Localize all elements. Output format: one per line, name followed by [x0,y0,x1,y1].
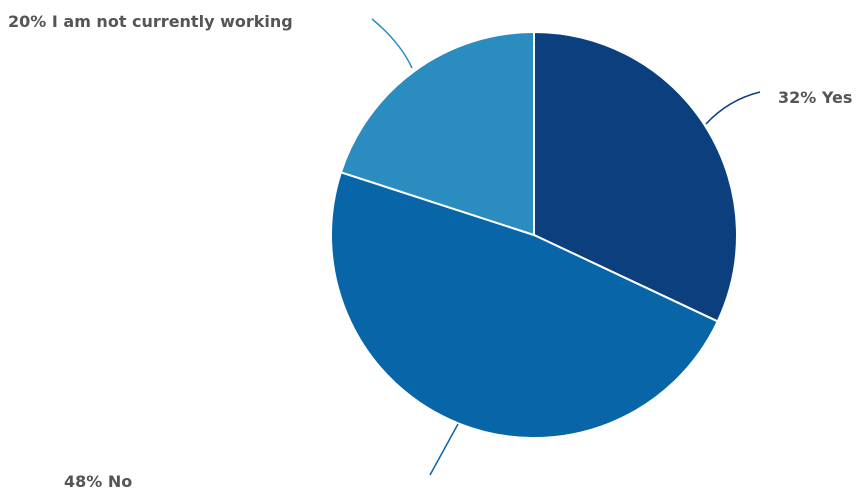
leader-line-yes [705,91,761,125]
leader-line-no [429,423,459,476]
pie-slices [330,31,738,439]
slice-label-not-working: 20% I am not currently working [8,12,293,31]
leader-line-not-working [371,18,413,69]
pie-slice-not-working [339,31,535,236]
slice-label-yes: 32% Yes [778,88,852,107]
pie-slice-yes [533,31,738,323]
pie-slice-no [330,171,719,439]
leader-lines [371,18,761,476]
slice-label-no: 48% No [64,472,132,489]
